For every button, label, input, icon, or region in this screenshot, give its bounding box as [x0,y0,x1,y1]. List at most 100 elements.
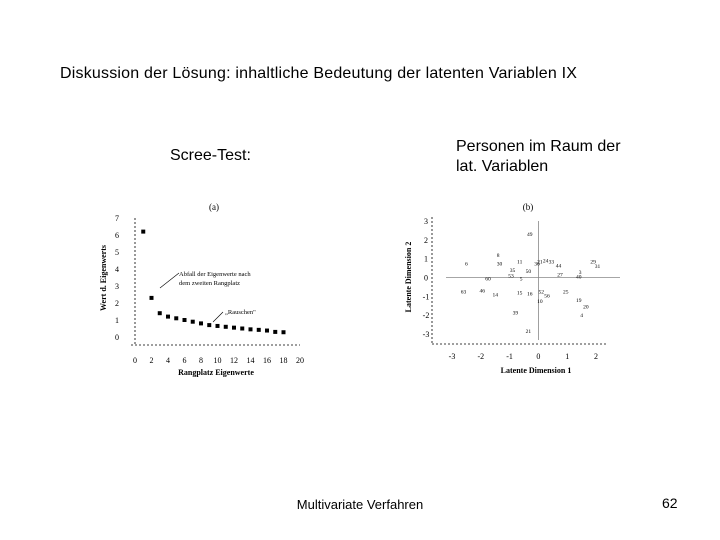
scree-point [149,295,154,300]
scree-annotation-drop-line2: dem zweiten Rangplatz [179,280,240,287]
scatter-x-tick-label: -2 [477,352,484,361]
scatter-point-label: 52 [539,290,545,296]
scree-x-tick-label: 20 [296,356,304,365]
scatter-point-label: 50 [526,269,532,275]
scatter-y-tick-label: -1 [423,292,430,301]
scatter-point-label: 21 [526,329,532,335]
scree-y-tick-label: 4 [115,265,119,274]
scatter-point-label: 44 [556,263,562,269]
scatter-point-label: 40 [576,275,582,281]
scree-x-axis-label: Rangplatz Eigenwerte [178,368,254,377]
scatter-point-label: 30 [497,261,503,267]
scree-point [199,321,203,326]
scree-point [207,323,212,328]
scree-points [141,229,286,335]
scree-x-tick-label: 14 [247,356,255,365]
scatter-point-label: 33 [549,259,555,265]
page-number: 62 [662,495,678,511]
scatter-axes: -3 -2 -1 0 1 2 3 -3 -2 -1 0 1 2 [423,217,620,361]
scatter-x-tick-label: 2 [594,352,598,361]
scree-point [182,318,187,322]
scatter-point-label: 60 [485,276,491,282]
scatter-point-label: 8 [497,253,500,259]
scree-point [256,327,261,332]
scatter-point-label: 56 [544,293,550,299]
scatter-point-label: 3 [579,270,582,276]
slide-title: Diskussion der Lösung: inhaltliche Bedeu… [60,65,578,82]
scatter-x-tick-label: 1 [565,352,569,361]
scatter-point-label: 49 [527,232,533,238]
scatter-point-label: 29 [590,259,596,265]
scree-annotations: Abfall der Eigenwerte nach dem zweiten Ra… [159,271,256,323]
scree-x-tick-label: 2 [150,356,154,365]
scatter-point-label: 24 [543,259,549,265]
scatter-point-label: 25 [563,290,569,296]
scree-annotation-noise: „Rauschen" [225,309,256,316]
scatter-point-label: 15 [517,291,523,297]
scatter-point-label: 31 [595,264,601,270]
scatter-point-label: 35 [510,268,516,274]
scree-x-tick-label: 10 [214,356,222,365]
scatter-y-tick-label: 0 [424,274,428,283]
scatter-panel-label: (b) [523,202,534,212]
scatter-point-label: 11 [517,259,523,265]
scatter-y-tick-label: 2 [424,236,428,245]
scatter-point-label: 63 [461,290,467,296]
scree-y-axis-label: Wert d. Eigenwerts [99,245,108,311]
scatter-x-tick-label: -3 [449,352,456,361]
scatter-point-label: 53 [508,274,514,280]
scree-annotation-arrow [159,272,180,289]
scree-point [240,326,245,331]
persons-space-heading-line1: Personen im Raum der [456,138,621,155]
scatter-y-tick-label: 1 [424,255,428,264]
scree-x-tick-label: 16 [263,356,271,365]
scatter-point-label: 20 [583,305,589,311]
scree-point [190,319,195,324]
scree-point [273,329,278,334]
scatter-point-label: 21 [537,259,543,265]
scree-point [141,229,146,234]
scree-x-tick-label: 18 [280,356,288,365]
scree-point [223,324,228,329]
scree-y-tick-label: 5 [115,248,119,257]
scatter-y-tick-label: -3 [423,330,430,339]
scatter-point-label: 10 [537,299,543,305]
scatter-point-label: 19 [576,298,582,304]
scatter-point-label: 39 [513,310,519,316]
scree-x-tick-label: 8 [199,356,203,365]
scree-x-tick-label: 0 [133,356,137,365]
scree-point [265,328,269,333]
scree-y-tick-label: 7 [115,214,119,223]
scree-point [232,325,236,330]
scree-point [174,316,179,321]
scree-point [248,327,253,332]
scree-point [281,330,286,335]
scatter-y-tick-label: 3 [424,217,428,226]
scree-x-tick-label: 6 [183,356,187,365]
scree-point [166,314,170,319]
scree-y-tick-label: 3 [115,282,119,291]
scatter-x-tick-label: 0 [536,352,540,361]
scree-panel-label: (a) [209,202,219,212]
scree-y-tick-label: 2 [115,299,119,308]
persons-space-heading: Personen im Raum der lat. Variablen [456,137,621,177]
scree-y-tick-label: 6 [115,231,119,240]
scatter-x-axis-label: Latente Dimension 1 [501,366,572,375]
scree-x-tick-label: 12 [230,356,238,365]
scatter-point-label: 36 [534,261,540,267]
scatter-point-label: 46 [479,289,485,295]
scatter-point-label: 14 [492,292,498,298]
scree-y-tick-label: 0 [115,333,119,342]
scree-annotation-noise-arrow [212,311,224,323]
scatter-point-label: 16 [527,292,533,298]
scree-point [157,311,162,316]
scatter-point-label: 6 [465,261,468,267]
scatter-y-tick-label: -2 [423,311,430,320]
scree-point [215,323,220,328]
scree-test-heading: Scree-Test: [170,147,251,164]
persons-space-heading-line2: lat. Variablen [456,158,549,175]
